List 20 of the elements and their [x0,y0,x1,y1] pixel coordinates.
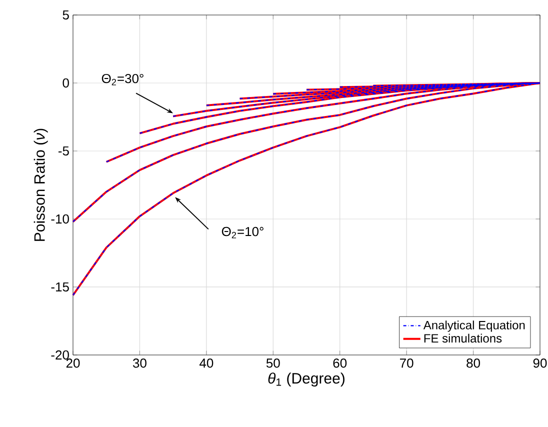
y-tick-label: -10 [51,214,69,224]
x-tick-label: 20 [66,358,80,368]
y-axis-title: Poisson Ratio (ν) [34,128,48,241]
y-tick-label: -15 [51,282,69,292]
x-tick-label: 90 [533,358,547,368]
x-axis-title: θ$_{1}$ (Degree) [268,372,344,387]
x-tick-label: 50 [266,358,280,368]
x-tick-label: 60 [333,358,347,368]
y-tick-label: 0 [62,78,69,88]
legend-label: Analytical Equation [423,320,525,332]
y-tick-label: -5 [58,146,69,156]
y-tick-label: 5 [62,10,69,20]
x-tick-label: 30 [132,358,146,368]
legend-label: FE simulations [424,334,502,343]
y-tick-label: -20 [51,350,69,360]
x-tick-label: 80 [466,358,480,368]
x-tick-label: 70 [400,358,414,368]
annotation: Θ$_{2}$=30° [102,74,144,86]
x-tick-label: 40 [200,358,214,368]
annotation: Θ$_{2}$=10° [222,226,264,238]
